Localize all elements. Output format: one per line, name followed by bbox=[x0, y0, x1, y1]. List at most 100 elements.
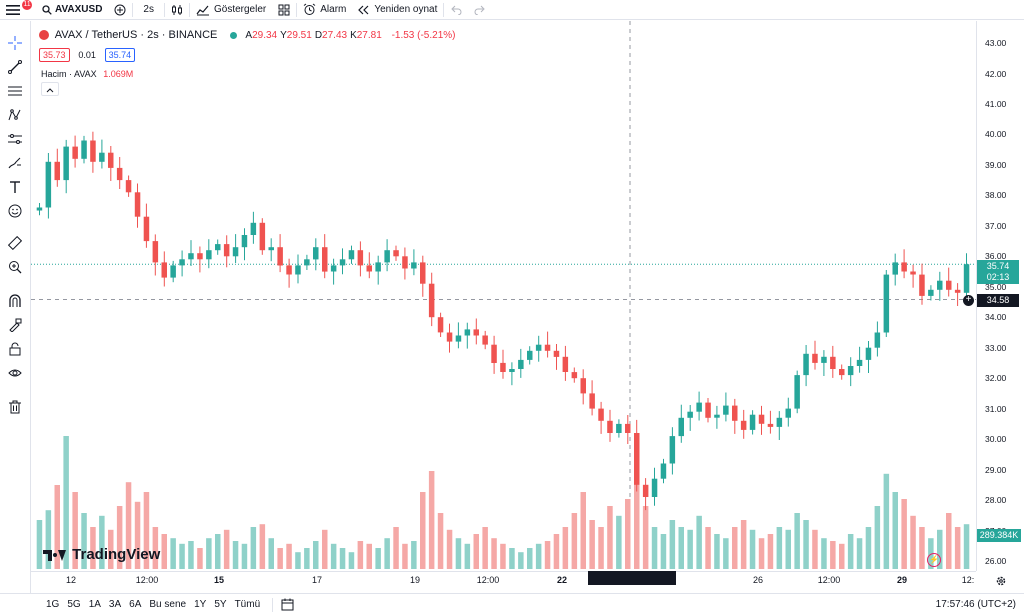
delete-tool[interactable] bbox=[5, 397, 25, 417]
magnet-tool[interactable] bbox=[5, 291, 25, 311]
candle-body bbox=[384, 250, 390, 263]
interval-button[interactable]: 2s bbox=[143, 4, 154, 15]
time-tick-label: 15 bbox=[213, 575, 225, 585]
candle-body bbox=[250, 222, 257, 235]
volume-bar bbox=[295, 552, 301, 569]
layouts-button[interactable] bbox=[272, 0, 296, 20]
magnet-icon bbox=[9, 294, 21, 307]
volume-bar bbox=[152, 527, 159, 569]
candle-body bbox=[116, 167, 123, 181]
range-button[interactable]: Bu sene bbox=[149, 599, 187, 610]
candle-body bbox=[839, 369, 845, 376]
candle-body bbox=[571, 372, 578, 379]
candle-body bbox=[446, 332, 453, 342]
redo-button[interactable] bbox=[468, 0, 492, 20]
range-button[interactable]: 5Y bbox=[214, 599, 227, 610]
volume-bar bbox=[749, 529, 756, 569]
last-price-label: 35.74 02:13 bbox=[977, 260, 1019, 284]
symbol-search[interactable]: AVAXUSD bbox=[32, 0, 108, 20]
price-tick-label: 32.00 bbox=[985, 373, 1007, 384]
volume-bar bbox=[223, 529, 230, 569]
ohlc-key: K bbox=[350, 30, 357, 41]
brush-tool[interactable] bbox=[5, 153, 25, 173]
add-alert-button[interactable]: + bbox=[963, 295, 974, 306]
menu-button[interactable] bbox=[0, 0, 32, 20]
drawing-toolbar bbox=[0, 21, 31, 593]
zoom-tool[interactable] bbox=[5, 257, 25, 277]
range-button[interactable]: 6A bbox=[129, 599, 142, 610]
range-button[interactable]: Tümü bbox=[234, 599, 261, 610]
undo-button[interactable] bbox=[444, 0, 468, 20]
crosshair-tool[interactable] bbox=[5, 33, 25, 53]
candle-body bbox=[500, 362, 506, 372]
candle-body bbox=[179, 259, 185, 266]
compare-button[interactable] bbox=[108, 0, 132, 20]
replay-button[interactable]: Yeniden oynat bbox=[352, 0, 443, 20]
lightning-button[interactable]: ⚡ bbox=[927, 553, 941, 567]
collapse-legend-button[interactable] bbox=[41, 82, 59, 96]
price-chart[interactable] bbox=[31, 21, 1024, 593]
measure-tools[interactable] bbox=[5, 129, 25, 149]
time-tick-label: 12: bbox=[961, 575, 975, 585]
pattern-tool[interactable] bbox=[5, 105, 25, 125]
candle-body bbox=[678, 417, 684, 437]
volume-bar bbox=[473, 534, 479, 569]
volume-bar bbox=[116, 506, 123, 569]
lock-drawing-tool[interactable] bbox=[5, 315, 25, 335]
trend-line-tool[interactable] bbox=[5, 57, 25, 77]
volume-bar bbox=[357, 541, 364, 569]
indicators-button[interactable]: Göstergeler bbox=[190, 0, 272, 20]
volume-bar bbox=[402, 543, 408, 569]
plus-circle-icon bbox=[114, 4, 126, 15]
alarm-button[interactable]: Alarm bbox=[297, 0, 352, 20]
candle-body bbox=[660, 463, 667, 479]
volume-bar bbox=[99, 515, 105, 569]
axis-settings-button[interactable] bbox=[995, 574, 1009, 588]
emoji-tool[interactable] bbox=[5, 201, 25, 221]
volume-bar bbox=[215, 534, 221, 569]
range-button[interactable]: 1A bbox=[88, 599, 101, 610]
chart-area[interactable]: AVAX / TetherUS · 2s · BINANCE A29.34 Y29… bbox=[31, 21, 1024, 597]
sell-price-button[interactable]: 35.73 bbox=[39, 48, 70, 62]
range-button[interactable]: 1Y bbox=[194, 599, 207, 610]
clock[interactable]: 17:57:46 (UTC+2) bbox=[935, 599, 1016, 610]
range-button[interactable]: 3A bbox=[108, 599, 122, 610]
candle-body bbox=[491, 344, 497, 363]
chart-type-button[interactable] bbox=[165, 0, 189, 20]
candle-body bbox=[420, 262, 426, 284]
time-axis[interactable]: 12 12:00 15 17 19 12:00 22 26 12:00 29 12: bbox=[31, 571, 976, 594]
candle-body bbox=[455, 335, 462, 342]
volume-bar bbox=[482, 527, 488, 569]
gear-icon bbox=[996, 576, 1006, 586]
price-tick-label: 29.00 bbox=[985, 464, 1007, 475]
candle-body bbox=[393, 250, 399, 257]
candle-body bbox=[607, 420, 613, 433]
candle-body bbox=[732, 405, 738, 421]
date-range-button[interactable] bbox=[281, 598, 295, 612]
time-tick-label: 12:00 bbox=[135, 575, 159, 585]
candle-body bbox=[277, 247, 283, 266]
text-tool[interactable] bbox=[5, 177, 25, 197]
volume-bar bbox=[232, 541, 239, 569]
range-button[interactable]: 1G bbox=[46, 599, 60, 610]
candle-body bbox=[901, 262, 907, 272]
volume-bar bbox=[642, 506, 649, 569]
volume-bar bbox=[696, 515, 702, 569]
buy-price-button[interactable]: 35.74 bbox=[104, 48, 136, 62]
unlock-tool[interactable] bbox=[5, 339, 25, 359]
rewind-icon bbox=[358, 5, 369, 14]
price-axis[interactable]: 43.00 42.00 41.00 40.00 39.00 38.00 37.00 36.00… bbox=[976, 21, 1024, 571]
candle-body bbox=[821, 356, 827, 363]
volume-bar bbox=[277, 548, 283, 569]
top-toolbar: 11 AVAXUSD 2s Göstergeler Alarm Yeniden … bbox=[0, 0, 1024, 20]
visibility-tool[interactable] bbox=[5, 363, 25, 383]
range-button[interactable]: 5G bbox=[67, 599, 81, 610]
volume-bar bbox=[883, 473, 890, 569]
notification-badge: 11 bbox=[22, 0, 32, 10]
symbol-legend: AVAX / TetherUS · 2s · BINANCE A29.34 Y29… bbox=[39, 29, 455, 41]
ruler-tool[interactable] bbox=[5, 233, 25, 253]
candle-body bbox=[72, 146, 78, 159]
price-tick-label: 43.00 bbox=[985, 38, 1007, 48]
fib-tool[interactable] bbox=[5, 81, 25, 101]
trash-icon bbox=[9, 400, 21, 414]
